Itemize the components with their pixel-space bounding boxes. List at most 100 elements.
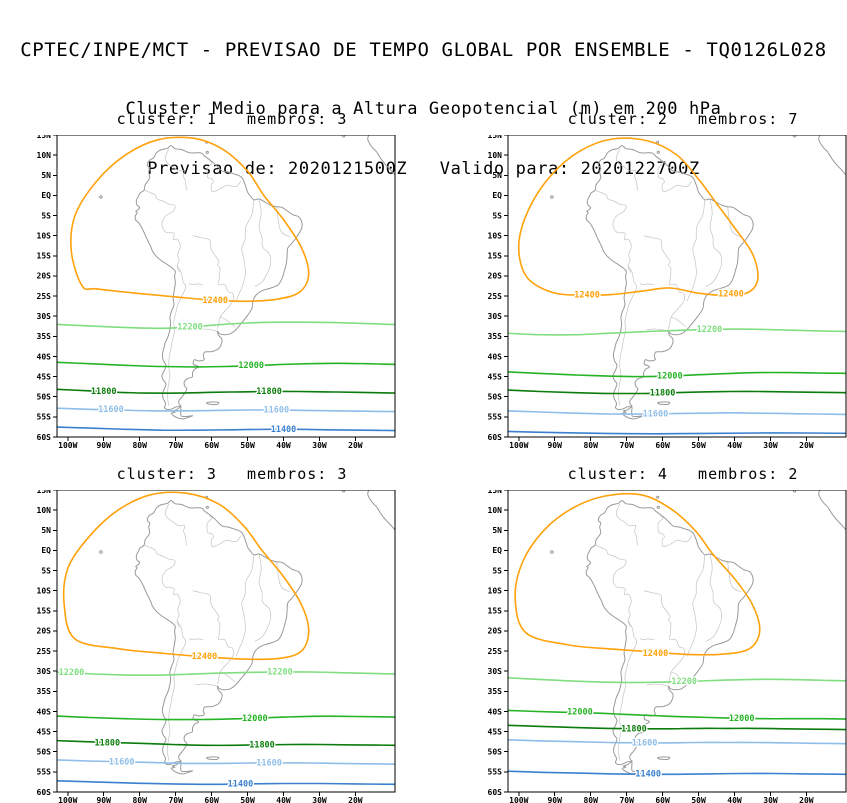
lat-tick-label: 15S (37, 607, 52, 616)
lon-tick-label: 100W (58, 441, 77, 450)
lat-tick-label: 25S (37, 292, 52, 301)
contour-label-11400: 11400 (635, 769, 661, 779)
country-border (164, 503, 188, 546)
contour-label-12400: 12400 (643, 649, 669, 659)
lon-tick-label: 20W (799, 796, 814, 803)
contour-label-11400: 11400 (228, 779, 254, 789)
lat-tick-label: 60S (488, 788, 503, 797)
lat-tick-label: 15S (488, 607, 503, 616)
lat-tick-label: 30S (488, 667, 503, 676)
lat-tick-label: 5N (41, 526, 51, 535)
lat-tick-label: 5S (41, 211, 51, 220)
lon-tick-label: 80W (132, 441, 147, 450)
lat-tick-label: 50S (37, 748, 52, 757)
lon-tick-label: 100W (509, 796, 528, 803)
coastline (206, 756, 220, 761)
lon-tick-label: 70W (619, 441, 634, 450)
lat-tick-label: 10N (488, 506, 503, 515)
lat-tick-label: 5N (41, 171, 51, 180)
lat-tick-label: 60S (37, 788, 52, 797)
lat-tick-label: 30S (37, 312, 52, 321)
contour-label-12200: 12200 (177, 323, 203, 333)
lat-tick-label: 45S (488, 372, 503, 381)
coastline (818, 490, 846, 531)
lat-tick-label: 15N (488, 135, 503, 140)
lat-tick-label: 55S (37, 768, 52, 777)
lat-tick-label: 10S (37, 587, 52, 596)
cluster-panel-2: cluster: 2 membros: 7 12400 12400 12200 120… (478, 103, 847, 451)
map-svg: 12400 12400 12200 12000 11800 11600 15N 10N 5N EQ… (488, 135, 847, 450)
country-border (195, 683, 218, 687)
contour-label-11800: 11800 (95, 738, 121, 748)
cluster-panel-1: cluster: 1 membros: 3 12400 12200 12000 118… (27, 103, 407, 451)
contour-label-12400: 12400 (202, 296, 228, 306)
map-frame (507, 135, 847, 438)
lon-tick-label: 50W (691, 796, 706, 803)
country-border (276, 206, 290, 238)
coastline (134, 500, 303, 766)
panel-1-title: cluster: 1 membros: 3 (116, 110, 348, 128)
contour-label-11600: 11600 (264, 406, 290, 416)
country-border (627, 615, 631, 628)
lat-tick-label: 35S (37, 687, 52, 696)
contour-11400 (508, 770, 846, 776)
contour-label-12000: 12000 (729, 714, 755, 724)
contour-label-11800: 11800 (650, 389, 676, 399)
contour-12400 (70, 136, 310, 303)
lat-tick-label: 50S (488, 748, 503, 757)
country-border (192, 590, 234, 685)
contour-12000 (508, 371, 846, 378)
lat-tick-label: 5S (492, 566, 502, 575)
lat-tick-label: 30S (488, 312, 503, 321)
contour-11600 (57, 407, 395, 413)
contour-11600 (508, 410, 846, 416)
lat-tick-label: 55S (488, 413, 503, 422)
map-frame (507, 490, 847, 793)
lat-tick-label: 15N (37, 490, 52, 495)
country-border (164, 148, 188, 191)
lon-tick-label: 100W (509, 441, 528, 450)
country-border (671, 671, 687, 683)
coastline (621, 406, 645, 420)
country-border (235, 555, 255, 657)
map-svg: 12400 12200 12000 11800 11800 11600 11600 11400… (37, 135, 396, 450)
contour-label-12200: 12200 (671, 677, 697, 687)
contour-12400 (517, 137, 759, 297)
main-title: CPTEC/INPE/MCT - PREVISAO DE TEMPO GLOBA… (20, 39, 827, 61)
country-border (639, 637, 655, 641)
country-border (254, 198, 272, 287)
country-border (594, 544, 632, 616)
country-border (195, 328, 218, 332)
coastline (585, 145, 754, 411)
contour-12000 (57, 361, 395, 368)
lon-tick-label: 100W (58, 796, 77, 803)
country-border (618, 621, 638, 761)
contour-label-12200: 12200 (267, 668, 293, 678)
coastline (657, 401, 671, 406)
country-border (143, 189, 181, 261)
country-border (615, 148, 639, 191)
contour-label-11800: 11800 (256, 387, 282, 397)
lat-tick-label: 10N (37, 506, 52, 515)
contour-12200 (508, 676, 846, 684)
map-svg: 12400 12200 12000 12000 11800 11600 11400 15N 10… (488, 490, 847, 803)
lon-tick-label: 60W (204, 796, 219, 803)
contour-12400 (62, 491, 310, 661)
lon-tick-label: 20W (348, 441, 363, 450)
island (205, 505, 209, 509)
contour-11600 (57, 759, 395, 765)
lat-tick-label: 35S (488, 687, 503, 696)
lon-tick-label: 30W (763, 441, 778, 450)
island (99, 195, 103, 199)
lon-tick-label: 40W (276, 796, 291, 803)
lat-tick-label: 5N (492, 526, 502, 535)
panel-4-title: cluster: 4 membros: 2 (567, 465, 799, 483)
lon-tick-label: 80W (583, 441, 598, 450)
contour-12200 (57, 321, 395, 330)
contour-12000 (57, 715, 395, 721)
lat-tick-label: 40S (488, 707, 503, 716)
contour-12200 (57, 671, 395, 677)
contour-label-11600: 11600 (632, 738, 658, 748)
chart-header: CPTEC/INPE/MCT - PREVISAO DE TEMPO GLOBA… (0, 2, 847, 218)
contour-11800 (57, 388, 395, 394)
